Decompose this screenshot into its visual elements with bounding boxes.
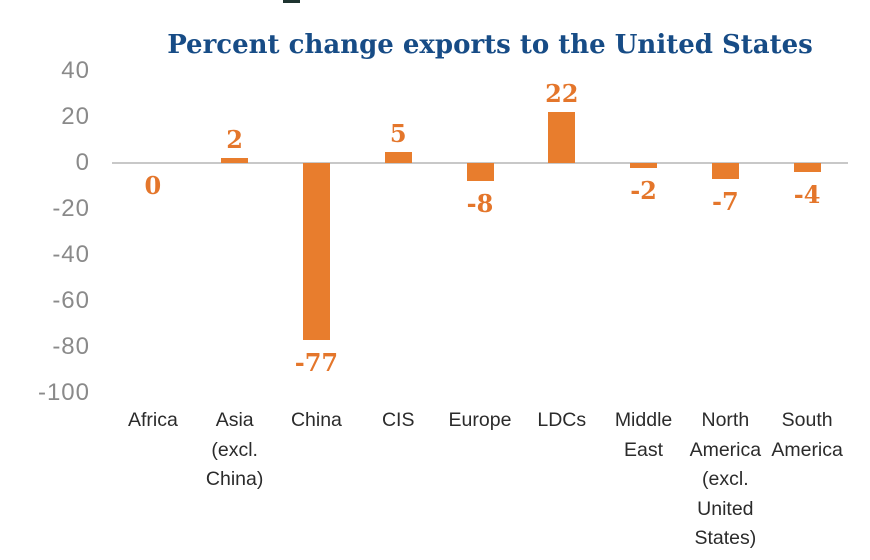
bar-value-label: 0 [144, 171, 162, 200]
category-label-line: Europe [448, 409, 512, 431]
bar-value-label: -2 [630, 175, 657, 205]
category-label-line: Middle [614, 409, 673, 431]
category-label: Asia (excl. China) [175, 406, 295, 495]
bar-south-america [793, 163, 821, 173]
bar-value-label: -7 [711, 187, 739, 217]
category-label-line: LDCs [537, 409, 587, 431]
bar-middle-east [630, 163, 658, 168]
y-tick-label: -60 [52, 287, 90, 314]
category-label-line: (excl. [702, 468, 749, 490]
category-label-line: Asia [215, 409, 254, 431]
category-label-line: (excl. [211, 438, 258, 461]
chart-title: Percent change exports to the United Sta… [167, 30, 813, 60]
y-tick-label: -20 [52, 195, 90, 222]
category-label: China [256, 406, 376, 436]
category-label: LDCs [502, 406, 622, 436]
bar-ldcs [548, 112, 576, 163]
category-label-line: States) [694, 527, 757, 549]
bar-china [302, 163, 330, 341]
category-label-line: South [781, 409, 833, 431]
category-label-line: Africa [127, 409, 178, 431]
y-tick-label: -40 [52, 241, 90, 268]
category-label: North America (excl. United States) [665, 406, 785, 554]
category-label-line: CIS [381, 409, 415, 431]
category-label-line: East [624, 438, 664, 461]
category-label-line: America [771, 438, 843, 461]
bar-value-label: -4 [793, 180, 821, 210]
category-label-line: America [689, 438, 762, 461]
category-label: South America [747, 406, 867, 465]
y-tick-label: 20 [61, 103, 90, 130]
y-tick-label: 40 [61, 57, 90, 84]
category-label: Africa [93, 406, 213, 436]
bar-value-label: 22 [545, 79, 579, 109]
bar-asia-excl-china [221, 158, 249, 163]
y-tick-label: 0 [75, 149, 90, 176]
y-tick-label: -80 [52, 333, 90, 360]
bar-value-label: 2 [226, 125, 243, 155]
category-label-line: China [290, 409, 342, 431]
bar-north-america-excl-united-states [711, 163, 739, 180]
bar-cis [384, 151, 412, 163]
bar-europe [466, 163, 494, 182]
category-label: Middle East [584, 406, 704, 465]
y-tick-label: -100 [37, 379, 90, 406]
cropped-text-fragment [283, 0, 300, 3]
category-label-line: China) [205, 468, 264, 490]
category-label: Europe [420, 406, 540, 436]
category-label-line: North [701, 409, 750, 431]
bar-value-label: -8 [466, 189, 494, 219]
category-label: CIS [338, 406, 458, 436]
bar-value-label: 5 [389, 118, 407, 148]
category-label-line: United [697, 497, 754, 520]
bar-value-label: -77 [294, 348, 339, 378]
